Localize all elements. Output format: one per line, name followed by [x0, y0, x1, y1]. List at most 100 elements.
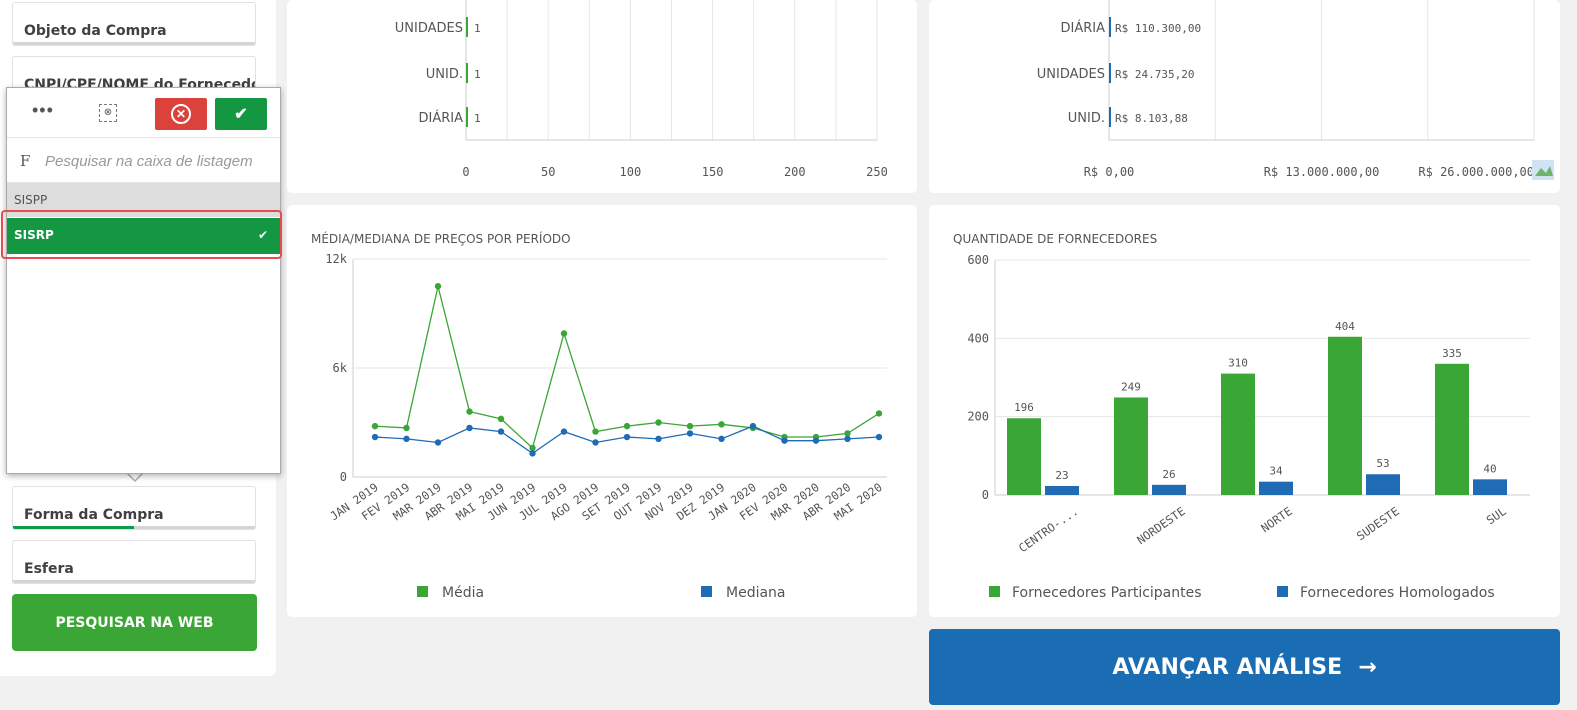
card-value-by-unit: R$ 0,00 R$ 13.000.000,00 R$ 26.000.000,00 … [929, 0, 1560, 193]
bar [1045, 485, 1079, 495]
clear-selection-icon[interactable]: ⊗ [99, 104, 117, 122]
bar [1366, 474, 1400, 495]
list-item-label: SISPP [14, 193, 48, 207]
value-label: 34 [1269, 465, 1283, 478]
bar [466, 107, 468, 127]
popup-arrow-inner [127, 472, 143, 480]
x-tick-label: 100 [620, 165, 642, 179]
x-tick-label: R$ 13.000.000,00 [1264, 165, 1380, 179]
image-icon [1535, 166, 1553, 176]
listbox-popup: ••• ⊗ ✕ ✔ F SISPP SISRP ✔ [6, 87, 281, 474]
y-tick-label: 0 [982, 488, 989, 502]
more-options-icon[interactable]: ••• [32, 100, 54, 120]
x-tick-label: R$ 0,00 [1084, 165, 1135, 179]
listbox-toolbar: ••• ⊗ ✕ ✔ [7, 88, 280, 138]
bar [1435, 363, 1469, 495]
data-point [718, 435, 725, 443]
data-point [812, 437, 820, 444]
data-point [844, 430, 851, 437]
cancel-selection-button[interactable]: ✕ [155, 98, 207, 130]
data-point [560, 330, 568, 337]
data-point [686, 422, 694, 430]
filter-objeto-da-compra[interactable]: Objeto da Compra [12, 2, 256, 46]
legend-label: Fornecedores Participantes [1012, 585, 1202, 601]
bar [1114, 397, 1148, 495]
value-label: 53 [1376, 457, 1389, 470]
x-tick-label: NORDESTE [1134, 504, 1187, 547]
data-point [466, 408, 473, 415]
y-tick-label: 600 [967, 253, 989, 267]
data-point [655, 419, 662, 426]
y-tick-label: 200 [967, 410, 989, 424]
listbox-search-input[interactable] [45, 149, 277, 173]
value-label: 335 [1442, 347, 1462, 360]
bar [1328, 336, 1362, 495]
category-label: DIÁRIA [419, 110, 464, 126]
bar [1259, 481, 1293, 495]
bar-chart: 0 200 400 600 196 23 249 26 310 34 404 53 335 40 CEN… [967, 253, 1530, 601]
category-label: UNID. [426, 67, 463, 82]
data-point [529, 444, 536, 452]
bar [1221, 373, 1255, 495]
data-point [781, 437, 788, 444]
filter-label: Objeto da Compra [24, 23, 167, 39]
search-icon: F [20, 152, 31, 170]
data-point [875, 410, 883, 417]
data-point [718, 421, 725, 428]
category-label: UNIDADES [1037, 67, 1105, 82]
bar [466, 63, 468, 83]
filter-esfera[interactable]: Esfera [12, 540, 256, 584]
arrow-right-icon: → [1358, 654, 1377, 680]
chart-quantity-by-unit: 0 50 100 150 200 250 UNIDADES 1 UNID. 1 DIÁRIA 1 [395, 0, 888, 179]
list-item-label: SISRP [14, 228, 54, 242]
value-label: R$ 24.735,20 [1115, 68, 1194, 81]
advance-analysis-button[interactable]: AVANÇAR ANÁLISE → [929, 629, 1560, 705]
x-tick-label: 0 [462, 165, 469, 179]
category-label: DIÁRIA [1061, 20, 1106, 36]
x-tick-label: CENTRO-... [1016, 504, 1081, 555]
selected-check-icon: ✔ [257, 228, 268, 242]
filter-selection-bar [13, 526, 255, 529]
x-tick-label: NORTE [1258, 504, 1294, 535]
value-label: 404 [1335, 320, 1355, 333]
chart-title: QUANTIDADE DE FORNECEDORES [953, 232, 1158, 246]
value-label: 40 [1483, 462, 1496, 475]
filter-forma-da-compra[interactable]: Forma da Compra [12, 486, 256, 530]
data-point [371, 422, 379, 430]
search-web-button[interactable]: PESQUISAR NA WEB [12, 594, 257, 651]
filter-selection-bar [13, 42, 255, 45]
value-label: 1 [474, 22, 481, 35]
data-point [466, 424, 473, 432]
bar [1109, 107, 1111, 127]
card-suppliers-by-region: QUANTIDADE DE FORNECEDORES 0 200 400 600 19… [929, 205, 1560, 617]
data-point [529, 450, 536, 457]
y-tick-label: 12k [325, 252, 347, 266]
data-point [497, 428, 505, 435]
listbox-search-row: F [7, 139, 280, 183]
data-point [403, 424, 410, 432]
x-tick-label: 250 [866, 165, 888, 179]
data-point [434, 283, 442, 290]
data-point [592, 439, 599, 446]
value-label: 1 [474, 112, 481, 125]
x-tick-label: SUL [1484, 504, 1509, 527]
filter-label: Esfera [24, 561, 74, 577]
bar [1109, 63, 1111, 83]
data-point [749, 422, 757, 430]
filter-label: Forma da Compra [24, 507, 164, 523]
data-point [434, 439, 442, 446]
legend-swatch [417, 586, 428, 597]
selection-highlight [1, 210, 282, 259]
list-item-sisrp[interactable]: SISRP ✔ [7, 218, 280, 254]
bar [1152, 484, 1186, 495]
filter-selection-fill [13, 526, 134, 529]
value-label: R$ 110.300,00 [1115, 22, 1201, 35]
value-label: 249 [1121, 380, 1141, 393]
data-point [592, 428, 599, 435]
card-price-by-period: MÉDIA/MEDIANA DE PREÇOS POR PERÍODO 0 6k 1… [287, 205, 917, 617]
confirm-selection-button[interactable]: ✔ [215, 98, 267, 130]
data-point [875, 433, 883, 441]
bar [466, 17, 468, 37]
x-tick-label: R$ 26.000.000,00 [1418, 165, 1534, 179]
data-point [623, 433, 631, 441]
